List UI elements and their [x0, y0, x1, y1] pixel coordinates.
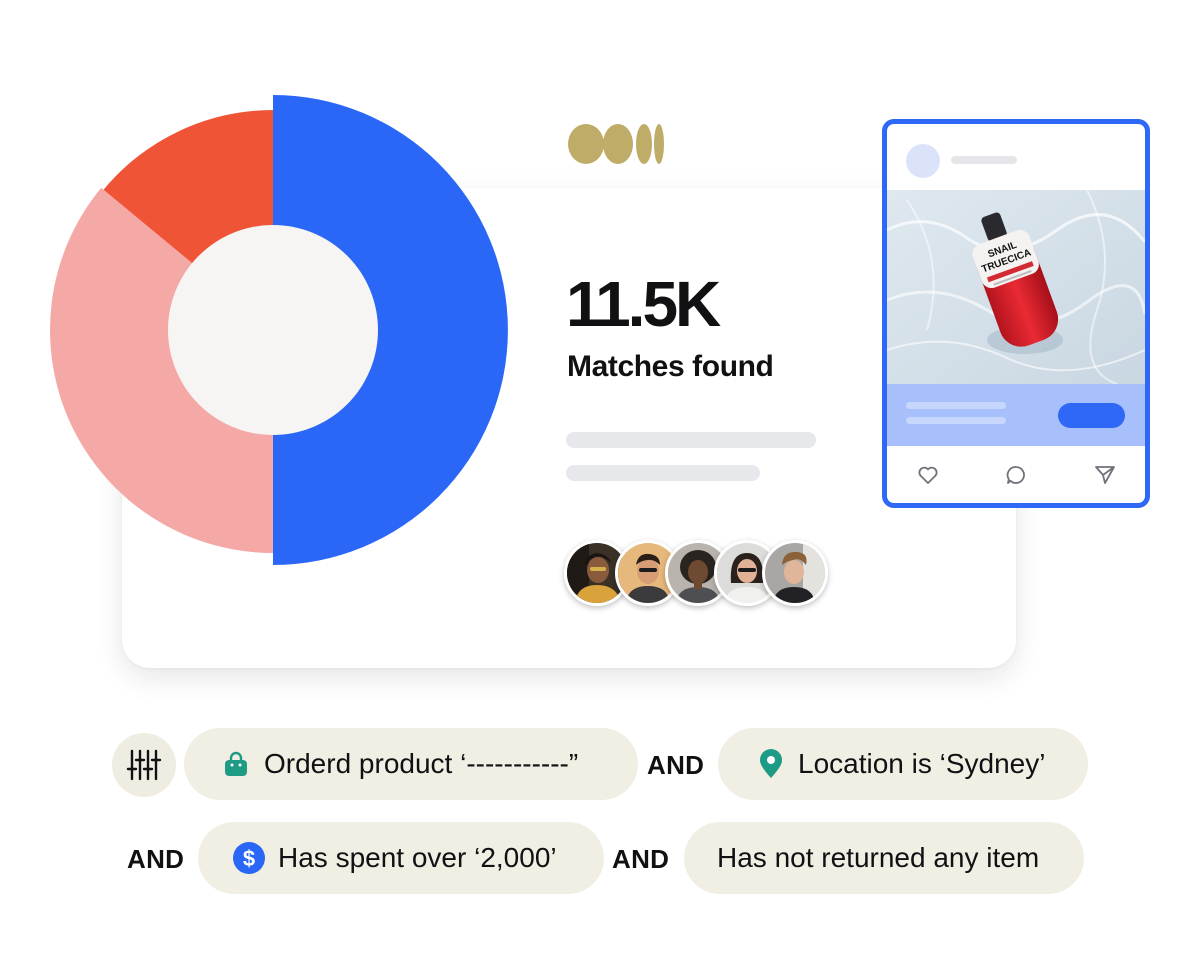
post-cta-button[interactable] — [1058, 403, 1125, 428]
placeholder-line — [566, 465, 760, 481]
svg-text:$: $ — [243, 846, 255, 871]
dollar-icon: $ — [232, 841, 266, 875]
brand-logo — [568, 124, 664, 164]
product-photo: SNAIL TRUECICA — [887, 190, 1145, 384]
filter-chip-label: Location is ‘Sydney’ — [798, 748, 1046, 779]
post-caption-area — [887, 384, 1145, 446]
filter-chip-location[interactable]: Location is ‘Sydney’ — [718, 728, 1088, 800]
post-author-name-placeholder — [951, 156, 1017, 164]
social-post-preview[interactable]: SNAIL TRUECICA — [882, 119, 1150, 508]
caption-placeholder-line — [906, 402, 1006, 409]
sliders-icon — [126, 749, 162, 781]
logo-circle-1 — [568, 124, 604, 164]
caption-placeholder-line — [906, 417, 1006, 424]
logo-circle-2 — [603, 124, 633, 164]
and-operator: AND — [612, 844, 670, 874]
matches-label: Matches found — [567, 350, 774, 383]
post-author-avatar — [906, 144, 940, 178]
matched-customers-avatars — [564, 540, 834, 610]
filter-chip-label: Has not returned any item — [717, 842, 1040, 873]
heart-icon[interactable] — [916, 463, 940, 487]
avatar — [564, 540, 630, 606]
post-actions-bar — [887, 446, 1145, 503]
filter-chip-spend[interactable]: $ Has spent over ‘2,000’ — [198, 822, 604, 894]
filter-chip-label: Has spent over ‘2,000’ — [278, 842, 557, 873]
shopping-bag-icon — [222, 750, 250, 778]
location-pin-icon — [758, 749, 784, 779]
logo-circle-3 — [636, 124, 652, 164]
share-icon[interactable] — [1093, 463, 1117, 487]
filter-chip-label: Orderd product ‘-----------” — [264, 748, 579, 779]
filter-settings-button[interactable] — [112, 733, 176, 797]
segment-donut-chart — [49, 95, 508, 565]
avatar — [762, 540, 828, 606]
donut-center — [168, 225, 378, 435]
donut-slice-blue — [273, 95, 508, 565]
placeholder-line — [566, 432, 816, 448]
comment-icon[interactable] — [1004, 463, 1028, 487]
and-operator: AND — [647, 750, 705, 780]
avatar — [714, 540, 780, 606]
filter-chip-returns[interactable]: Has not returned any item — [684, 822, 1084, 894]
donut-slice-pink — [49, 187, 273, 554]
matches-count: 11.5K — [566, 268, 721, 340]
filter-chip-ordered-product[interactable]: Orderd product ‘-----------” — [184, 728, 638, 800]
avatar — [615, 540, 681, 606]
and-operator: AND — [127, 844, 185, 874]
logo-circle-4 — [654, 124, 664, 164]
